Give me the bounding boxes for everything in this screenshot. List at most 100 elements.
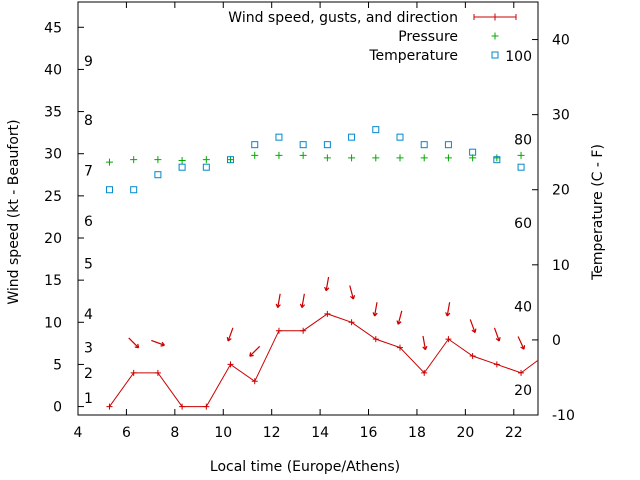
series-layer (105, 126, 539, 410)
x-tick-label: 20 (456, 425, 474, 441)
temperature-point (348, 133, 356, 141)
temperature-point (420, 141, 428, 149)
temperature-point (444, 141, 452, 149)
legend-temperature-swatch (491, 51, 499, 59)
temperature-point (251, 141, 259, 149)
beaufort-scale-labels: 1 2 3 4 5 6 7 8 9 (84, 54, 93, 407)
wind-direction-arrow (151, 339, 165, 347)
wind-speed-point (518, 369, 525, 376)
wind-speed-point (397, 344, 403, 351)
y-right-axis-label: Temperature (C - F) (590, 144, 606, 281)
x-tick-label: 4 (74, 425, 83, 441)
pressure-point (323, 154, 331, 162)
wind-speed-point (251, 378, 258, 385)
y-left-tick-label: 5 (53, 357, 62, 373)
beaufort-label: 9 (84, 54, 93, 70)
temperature-point (154, 171, 162, 179)
temperature-point (105, 186, 113, 194)
wind-speed-point (493, 361, 500, 368)
x-tick-label: 16 (360, 425, 378, 441)
wind-direction-arrow (275, 293, 281, 309)
temperature-point (323, 141, 331, 149)
fahrenheit-scale-labels: 20 40 60 80 100 (505, 49, 532, 399)
beaufort-label: 7 (84, 164, 93, 180)
legend-label: Pressure (398, 29, 458, 45)
beaufort-label: 8 (84, 113, 93, 129)
temperature-point (493, 156, 501, 164)
y-left-tick-label: 40 (44, 62, 62, 78)
y-right-tick-label: 30 (552, 108, 570, 124)
plot-frame (77, 1, 539, 416)
y-left-tick-label: 20 (44, 231, 62, 247)
y-left-tick-label: 0 (53, 400, 62, 416)
y-right-tick-label: -10 (552, 408, 575, 424)
y-right-axis-ticks: -10 0 10 20 30 40 (532, 33, 575, 424)
wind-speed-point (421, 369, 428, 376)
temperature-point (130, 186, 138, 194)
wind-direction-arrow (324, 276, 330, 292)
y-left-axis-ticks: 0 5 10 15 20 25 30 35 40 45 (44, 20, 84, 416)
wind-speed-point (106, 403, 113, 410)
y-left-tick-label: 10 (44, 315, 62, 331)
wind-direction-arrow (372, 302, 378, 317)
temperature-point (202, 163, 210, 171)
x-axis-ticks: 4 6 8 10 12 14 16 18 20 22 (74, 2, 523, 441)
beaufort-label: 1 (84, 391, 93, 407)
y-left-tick-label: 25 (44, 189, 62, 205)
wind-speed-point (179, 403, 186, 410)
wind-speed-point (275, 327, 282, 334)
wind-direction-arrow (349, 285, 356, 300)
wind-speed-point (348, 319, 355, 326)
pressure-point (517, 151, 525, 159)
temperature-point (517, 163, 525, 171)
wind-speed-point (469, 353, 476, 359)
pressure-point (105, 158, 113, 166)
pressure-point (348, 154, 356, 162)
temperature-point (227, 156, 235, 164)
x-axis-label: Local time (Europe/Athens) (210, 459, 400, 475)
y-right-tick-label: 40 (552, 33, 570, 49)
legend-pressure-swatch (491, 32, 499, 40)
wind-direction-arrow (128, 337, 140, 349)
wind-speed-point (203, 403, 210, 410)
legend: Wind speed, gusts, and direction Pressure… (228, 10, 517, 64)
y-right-tick-label: 10 (552, 258, 570, 274)
pressure-point (420, 154, 428, 162)
y-right-tick-label: 0 (552, 333, 561, 349)
temperature-point (469, 148, 477, 156)
pressure-point (444, 154, 452, 162)
wind-direction-arrow (249, 345, 261, 357)
pressure-point (130, 156, 138, 164)
temperature-point (372, 126, 380, 134)
x-tick-label: 6 (122, 425, 131, 441)
wind-direction-arrow (422, 335, 428, 351)
pressure-point (275, 151, 283, 159)
beaufort-label: 3 (84, 341, 93, 357)
wind-direction-arrow (517, 336, 526, 350)
temperature-point (299, 141, 307, 149)
pressure-point (227, 156, 235, 164)
pressure-point (372, 154, 380, 162)
pressure-point (493, 154, 501, 162)
fahrenheit-label: 100 (505, 49, 532, 65)
beaufort-label: 2 (84, 366, 93, 382)
legend-wind-swatch (473, 13, 517, 21)
y-right-tick-label: 20 (552, 183, 570, 199)
y-left-tick-label: 30 (44, 147, 62, 163)
pressure-point (154, 156, 162, 164)
x-tick-label: 22 (505, 425, 523, 441)
wind-direction-arrow (299, 293, 306, 309)
wind-speed-point (372, 336, 379, 343)
temperature-point (275, 133, 283, 141)
beaufort-label: 6 (84, 214, 93, 230)
legend-label: Wind speed, gusts, and direction (228, 10, 458, 26)
pressure-point (251, 151, 259, 159)
wind-speed-point (227, 361, 234, 368)
wind-speed-point (300, 327, 307, 334)
legend-label: Temperature (368, 48, 458, 64)
pressure-point (202, 156, 210, 164)
x-tick-label: 14 (311, 425, 329, 441)
y-left-axis-label: Wind speed (kt - Beaufort) (6, 119, 22, 304)
fahrenheit-label: 20 (514, 383, 532, 399)
